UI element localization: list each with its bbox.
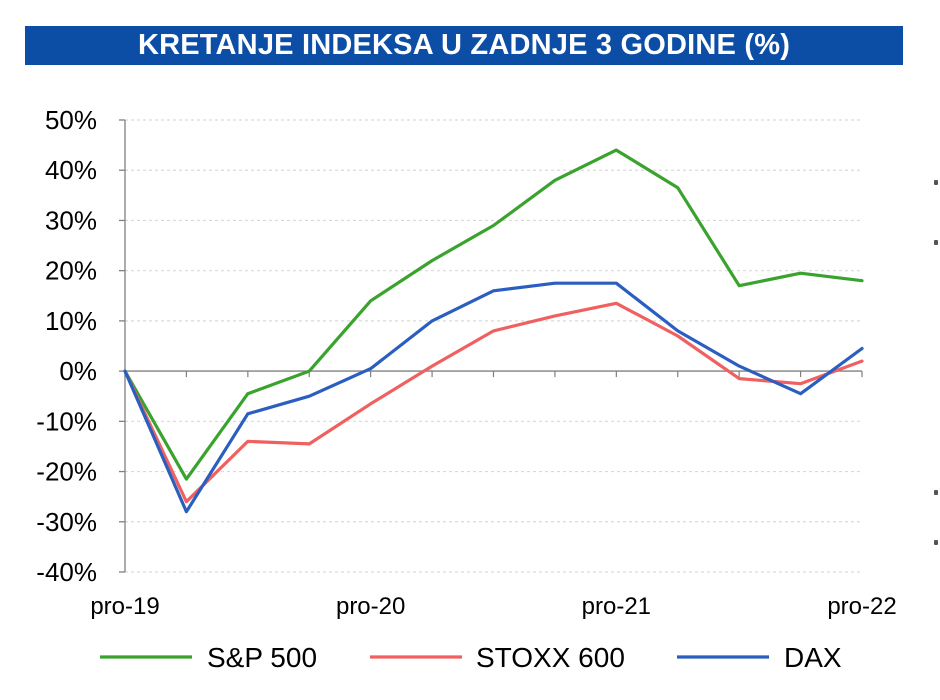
y-tick-label: 0%	[59, 356, 97, 386]
series-line	[123, 148, 864, 481]
legend-label: STOXX 600	[476, 642, 625, 673]
y-tick-label: 40%	[45, 155, 97, 185]
x-tick-label: pro-20	[336, 593, 405, 620]
y-tick-label: -40%	[36, 557, 97, 587]
x-tick-label: pro-21	[582, 593, 651, 620]
series-lines	[123, 148, 864, 514]
y-tick-label: -10%	[36, 406, 97, 436]
y-tick-label: 30%	[45, 205, 97, 235]
y-tick-labels: 50% 40% 30% 20% 10% 0% -10% -20% -30% -40%	[36, 105, 97, 587]
edge-mark	[934, 180, 938, 185]
series-line	[123, 281, 864, 514]
axes	[119, 119, 863, 573]
series-line	[123, 301, 864, 504]
y-tick-label: -30%	[36, 507, 97, 537]
y-tick-label: -20%	[36, 457, 97, 487]
edge-mark	[934, 240, 938, 245]
x-tick-label: pro-19	[90, 593, 159, 620]
legend-label: DAX	[784, 642, 842, 673]
edge-mark	[934, 490, 938, 495]
legend: S&P 500 STOXX 600 DAX	[100, 642, 842, 673]
legend-label: S&P 500	[207, 642, 317, 673]
edge-mark	[934, 540, 938, 545]
y-tick-label: 50%	[45, 105, 97, 135]
x-tick-label: pro-22	[827, 593, 896, 620]
x-tick-labels: pro-19 pro-20 pro-21 pro-22	[90, 593, 896, 620]
y-tick-label: 20%	[45, 256, 97, 286]
grid-lines	[125, 119, 862, 573]
chart-title: KRETANJE INDEKSA U ZADNJE 3 GODINE (%)	[25, 26, 903, 65]
y-tick-label: 10%	[45, 306, 97, 336]
